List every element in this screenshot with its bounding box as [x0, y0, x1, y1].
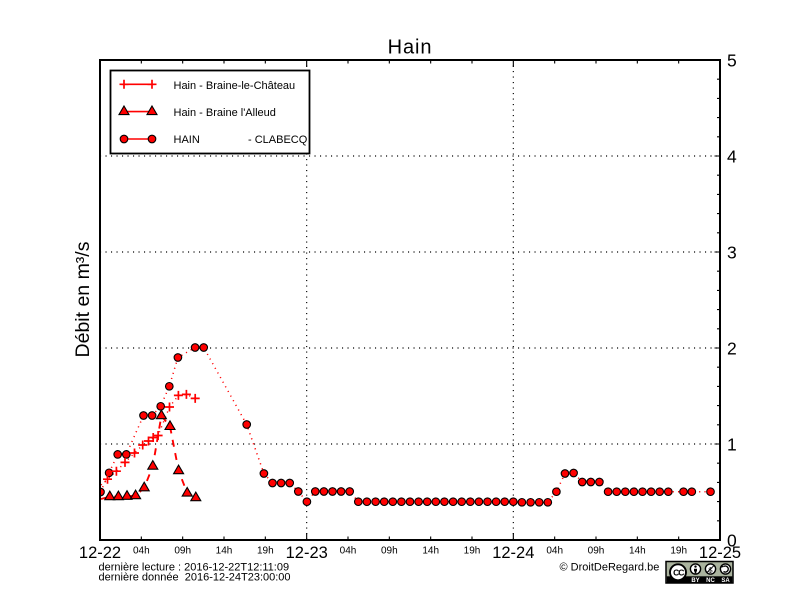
svg-text:19h: 19h	[257, 546, 274, 557]
svg-text:$: $	[708, 565, 713, 574]
svg-text:3: 3	[727, 242, 737, 262]
svg-text:09h: 09h	[588, 546, 605, 557]
svg-text:- CLABECQ: - CLABECQ	[248, 134, 308, 146]
svg-text:14h: 14h	[422, 546, 439, 557]
svg-text:2: 2	[727, 338, 737, 358]
svg-text:dernière donnée 2016-12-24T23: dernière donnée 2016-12-24T23:00:00	[99, 572, 291, 584]
svg-text:04h: 04h	[340, 546, 357, 557]
svg-text:BY: BY	[691, 578, 699, 584]
svg-text:04h: 04h	[133, 546, 150, 557]
svg-text:SA: SA	[721, 578, 730, 584]
svg-text:4: 4	[727, 146, 737, 166]
svg-text:14h: 14h	[216, 546, 233, 557]
svg-text:19h: 19h	[464, 546, 481, 557]
svg-text:5: 5	[727, 50, 737, 70]
svg-text:04h: 04h	[546, 546, 563, 557]
svg-text:Hain - Braine l'Alleud: Hain - Braine l'Alleud	[174, 107, 276, 119]
svg-text:12-25: 12-25	[699, 544, 741, 562]
svg-text:CC: CC	[673, 567, 684, 577]
svg-text:09h: 09h	[174, 546, 191, 557]
svg-text:12-22: 12-22	[79, 544, 121, 562]
svg-text:19h: 19h	[670, 546, 687, 557]
svg-text:12-24: 12-24	[492, 544, 534, 562]
svg-text:14h: 14h	[629, 546, 646, 557]
svg-text:dernière lecture : 2016-12-22T: dernière lecture : 2016-12-22T12:11:09	[99, 562, 290, 574]
svg-text:Hain: Hain	[388, 37, 433, 59]
svg-text:Débit en m³/s: Débit en m³/s	[72, 241, 94, 357]
svg-text:0: 0	[727, 530, 737, 550]
svg-text:NC: NC	[706, 578, 715, 584]
svg-text:Hain - Braine-le-Château: Hain - Braine-le-Château	[174, 80, 296, 92]
svg-text:12-23: 12-23	[286, 544, 328, 562]
svg-text:HAIN: HAIN	[174, 134, 200, 146]
svg-text:© DroitDeRegard.be: © DroitDeRegard.be	[560, 562, 660, 574]
svg-text:09h: 09h	[381, 546, 398, 557]
svg-text:1: 1	[727, 434, 737, 454]
